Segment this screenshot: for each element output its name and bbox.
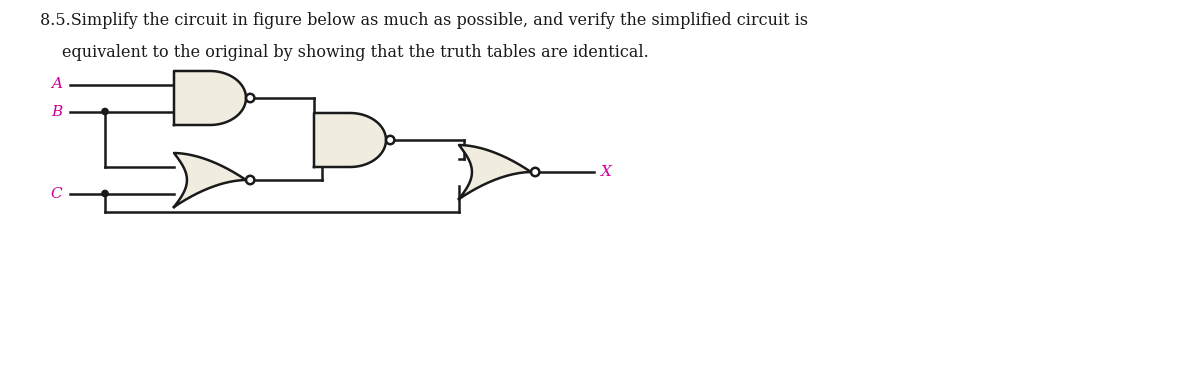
Text: X: X: [602, 165, 613, 179]
Polygon shape: [174, 71, 246, 125]
Polygon shape: [313, 113, 386, 167]
Circle shape: [101, 190, 108, 197]
Circle shape: [101, 108, 108, 115]
Polygon shape: [459, 145, 530, 199]
Text: B: B: [51, 105, 62, 119]
Circle shape: [530, 168, 540, 176]
Text: A: A: [51, 78, 62, 92]
Circle shape: [386, 136, 395, 144]
Text: equivalent to the original by showing that the truth tables are identical.: equivalent to the original by showing th…: [62, 44, 648, 61]
Circle shape: [246, 94, 254, 102]
Text: C: C: [50, 187, 62, 201]
Circle shape: [246, 176, 254, 184]
Polygon shape: [174, 153, 246, 207]
Text: 8.5.Simplify the circuit in figure below as much as possible, and verify the sim: 8.5.Simplify the circuit in figure below…: [41, 12, 808, 29]
